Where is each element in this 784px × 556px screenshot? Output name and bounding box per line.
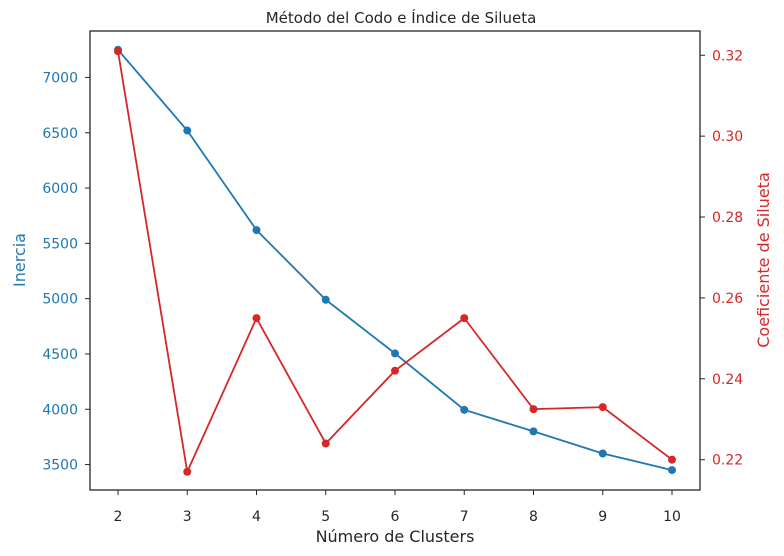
inercia-point [460,405,469,414]
left-y-tick-label: 7000 [42,70,78,86]
left-y-tick-label: 5000 [42,292,78,308]
inercia-point [391,349,399,358]
silueta-point [391,366,399,375]
x-axis-ticks: 2 3 4 5 6 7 8 9 10 [114,490,681,525]
right-y-tick-label: 0.30 [712,129,743,145]
silueta-point [598,403,607,412]
right-y-tick-label: 0.26 [712,291,743,307]
right-y-axis-label: Coeficiente de Silueta [754,172,773,348]
left-y-tick-label: 4500 [42,347,78,363]
x-tick-label: 7 [460,509,469,525]
left-y-axis-ticks: 3500 4000 4500 5000 5500 6000 6500 7000 [42,70,90,474]
x-axis-label: Número de Clusters [316,527,475,546]
right-y-tick-label: 0.28 [712,210,743,226]
x-tick-label: 10 [663,509,681,525]
silueta-point [321,439,330,448]
silueta-series-line [117,51,673,473]
silueta-point [668,455,676,464]
plot-frame [89,30,701,491]
x-tick-label: 6 [391,509,400,525]
silueta-point [183,467,192,476]
inercia-point [529,427,538,436]
left-y-axis-label: Inercia [10,233,29,287]
inercia-point [321,295,330,304]
x-tick-label: 5 [321,509,330,525]
left-y-tick-label: 3500 [42,458,78,474]
silueta-point [529,405,538,414]
right-y-tick-label: 0.24 [712,372,743,388]
right-y-tick-label: 0.22 [712,453,743,469]
left-y-tick-label: 5500 [42,236,78,252]
x-tick-label: 2 [114,509,123,525]
left-y-tick-label: 6000 [42,181,78,197]
chart-title: Método del Codo e Índice de Silueta [266,8,537,27]
x-tick-label: 3 [183,509,192,525]
silueta-point [460,314,469,323]
inercia-point [598,449,607,458]
right-y-tick-label: 0.32 [712,48,743,64]
x-tick-label: 9 [598,509,607,525]
inercia-point [668,466,676,475]
x-tick-label: 4 [252,509,261,525]
right-y-axis-ticks: 0.22 0.24 0.26 0.28 0.30 0.32 [700,48,743,469]
inercia-point [252,226,261,235]
silueta-point [114,47,122,56]
inercia-point [183,126,192,135]
silueta-point [252,314,261,323]
left-y-tick-label: 4000 [42,402,78,418]
left-y-tick-label: 6500 [42,126,78,142]
series-layer [114,45,676,476]
x-tick-label: 8 [529,509,538,525]
